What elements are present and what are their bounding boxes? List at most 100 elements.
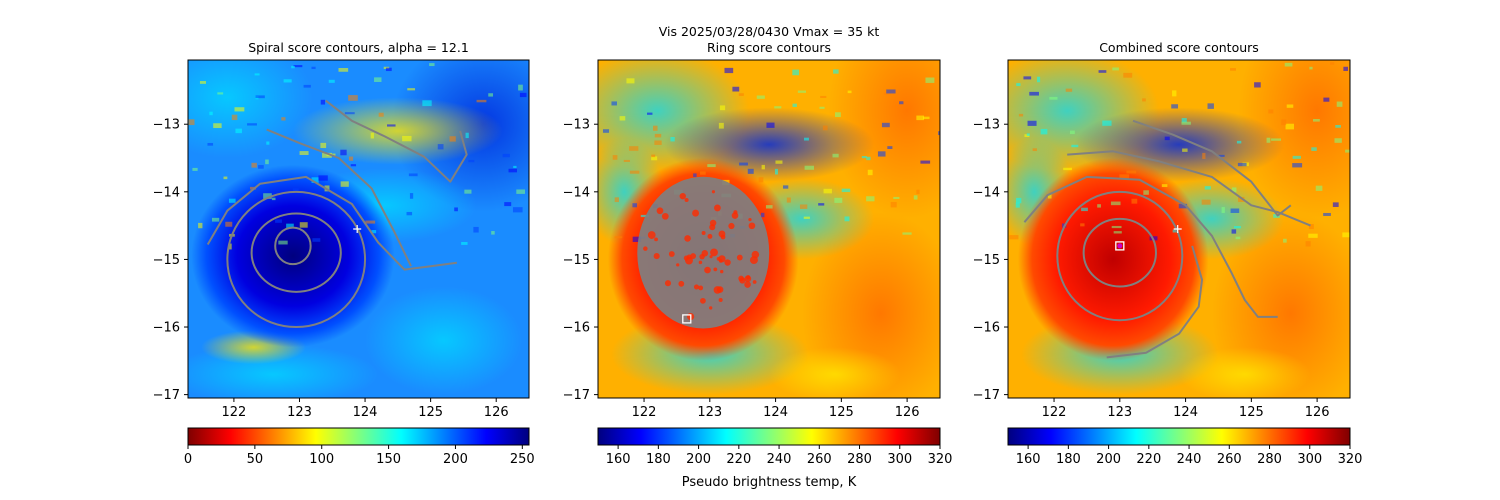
ring-contour-gap [716,256,721,261]
heatmap-cell [217,92,224,95]
contour-line [1132,119,1292,217]
heatmap-cell [1023,76,1032,80]
y-tick-label: −17 [153,388,180,403]
heatmap-cell [899,101,904,105]
heatmap-cell [1323,212,1331,216]
heatmap-cell [765,205,773,209]
heatmap-cell [213,123,222,129]
heatmap-cell [223,176,228,180]
heatmap-cell [299,151,309,155]
heatmap-cell [409,193,414,199]
heatmap-cell [847,90,852,94]
heatmap-cell [322,152,332,158]
heatmap-cell [254,73,260,76]
heatmap-cell [1266,137,1271,143]
heatmap-cell [1236,140,1242,144]
colorbar-tick-label: 280 [847,452,872,467]
ring-contour-gap [710,248,718,257]
heatmap-cell [651,156,658,161]
heatmap-cell [883,92,891,95]
heatmap-cell [1292,155,1301,159]
heatmap-cell [255,95,265,99]
heatmap-cell [881,122,890,128]
heatmap-cell [718,122,724,129]
heatmap-cell [774,168,778,175]
colorbar-tick-label: 320 [1338,452,1363,467]
heatmap-cell [835,112,841,118]
heatmap-cell [654,140,662,145]
heatmap-cell [258,165,264,169]
heatmap-cell [783,185,789,189]
heatmap-cell [1178,203,1188,209]
heatmap-cell [1049,96,1058,100]
heatmap-cell [761,164,765,170]
ring-contour-gap [679,192,686,200]
heatmap-cell [651,154,656,158]
heatmap-cell [1069,130,1075,135]
x-tick-label: 126 [1305,405,1330,420]
center-marker-plus [353,225,362,233]
heatmap-cell [832,153,839,158]
heatmap-cell [1047,194,1052,199]
heatmap-cell [1315,185,1323,191]
ring-contour-gap [720,269,724,274]
x-tick-label: 122 [221,405,246,420]
x-tick-label: 124 [763,405,788,420]
ring-contour-gap [684,235,691,242]
axes-frame [187,59,530,399]
heatmap-cell [1040,128,1048,135]
heatmap-cell [1111,225,1122,229]
ring-contour-gap [731,212,739,219]
heatmap-cell [654,133,662,138]
heatmap-cell [612,155,618,160]
y-tick-label: −16 [563,321,590,336]
heatmap-cell [916,115,925,121]
heatmap-cell [614,236,623,239]
heatmap-cell [1171,104,1179,109]
ring-contour-gap [711,190,716,194]
heatmap-cell [311,66,316,70]
panel-title: Ring score contours [707,40,831,55]
heatmap-cell [1217,154,1225,157]
heatmap-cell [1221,207,1225,213]
heatmap-cell [461,241,468,245]
heatmap-cell [283,79,292,83]
colorbar-tick-label: 220 [1136,452,1161,467]
heatmap-cell [1234,226,1241,229]
heatmap-cell [449,136,456,142]
heatmap-cell [1332,202,1339,207]
colorbar-tick-label: 200 [443,452,468,467]
heatmap-cell [504,202,512,207]
heatmap-cell [407,88,416,91]
x-tick-label: 123 [697,405,722,420]
ring-contour-gap [713,286,722,294]
colorbar-tick-label: 220 [726,452,751,467]
colorbar-tick-label: 160 [1016,452,1041,467]
heatmap-cell [739,162,748,166]
heatmap-cell [320,142,327,149]
heatmap-cell [209,111,213,116]
heatmap-cell [518,84,523,91]
heatmap-cell [1283,238,1287,243]
heatmap-cell [1271,138,1281,141]
heatmap-cell [303,84,311,88]
heatmap-cell [234,107,245,112]
heatmap-cell [491,231,495,235]
heatmap-cell [707,164,716,168]
heatmap-cell [818,203,825,206]
heatmap-cell [647,112,653,115]
heatmap-cell [1336,101,1343,107]
heatmap-cell [350,164,357,167]
heatmap-cell [340,181,349,187]
heatmap-cell [1102,120,1112,126]
heatmap-cell [611,101,617,106]
heatmap-cell [231,114,238,121]
heatmap-cell [866,196,875,202]
heatmap-cell [370,132,374,139]
ring-contour-gap [701,249,709,257]
colorbar-tick-label: 50 [247,452,264,467]
heatmap-cell [920,160,931,164]
panel-title: Combined score contours [1099,40,1259,55]
heatmap-cell [693,173,697,178]
center-marker-square [682,314,692,324]
